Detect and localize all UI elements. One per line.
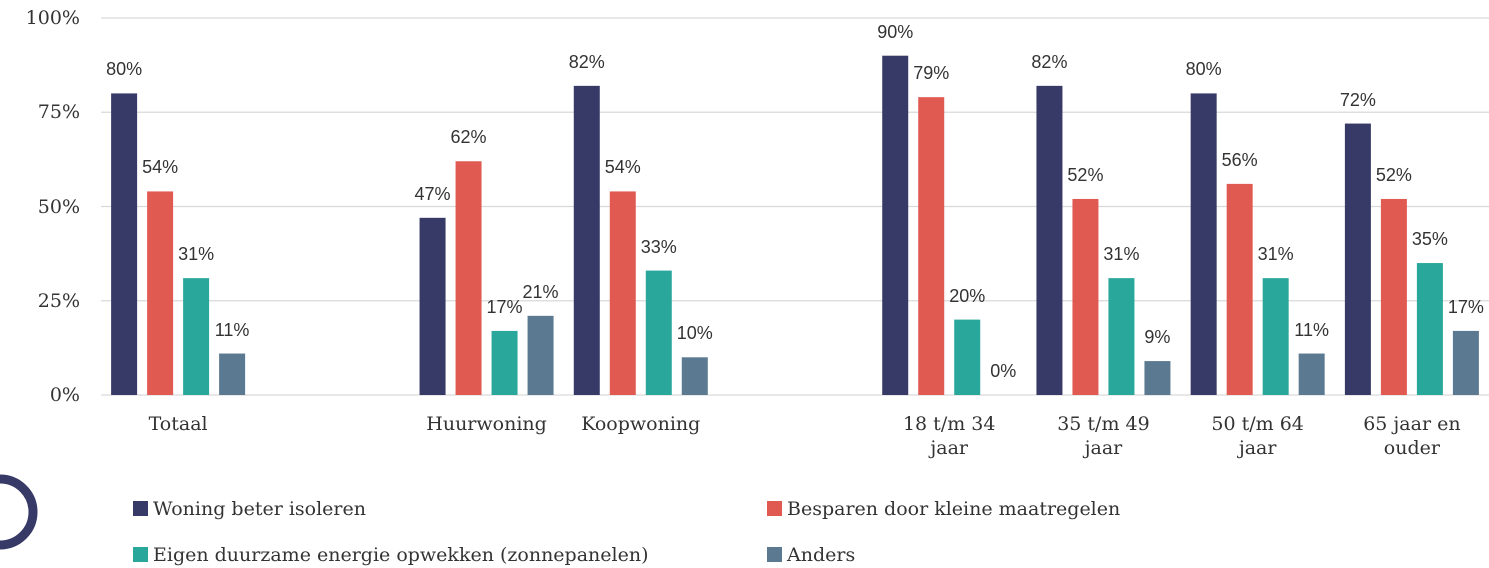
bar <box>1144 361 1171 395</box>
legend-text: Eigen duurzame energie opwekken (zonnepa… <box>153 544 649 566</box>
legend-swatch <box>767 501 782 516</box>
y-tick-label: 50% <box>37 195 80 218</box>
bar <box>645 270 672 395</box>
y-tick-label: 25% <box>37 289 80 312</box>
bar <box>491 330 518 395</box>
bar <box>1036 85 1063 396</box>
bar <box>1344 123 1371 395</box>
bar <box>1298 353 1325 395</box>
legend-swatch <box>133 501 148 516</box>
bar <box>111 93 138 396</box>
bar <box>1072 198 1099 395</box>
data-label: 52% <box>1375 164 1412 185</box>
data-label: 47% <box>414 183 451 204</box>
data-label: 11% <box>1294 319 1329 340</box>
x-tick-label: 35 t/m 49 jaar <box>1057 413 1150 459</box>
data-label: 72% <box>1339 89 1376 110</box>
data-label: 90% <box>877 21 914 42</box>
data-label: 35% <box>1411 229 1448 250</box>
x-tick-label: Huurwoning <box>426 413 547 435</box>
bar <box>954 319 981 395</box>
data-label: 52% <box>1067 164 1104 185</box>
bar <box>882 55 909 395</box>
bar <box>219 353 246 395</box>
bar <box>183 278 210 395</box>
bar <box>681 357 708 395</box>
legend-item: Eigen duurzame energie opwekken (zonnepa… <box>133 543 767 567</box>
data-label: 79% <box>913 63 950 84</box>
x-tick-label: 65 jaar en ouder <box>1363 413 1461 459</box>
data-label: 31% <box>1103 244 1140 265</box>
y-tick-label: 100% <box>25 7 80 29</box>
legend-item: Anders <box>767 543 1401 567</box>
bar <box>1416 263 1443 395</box>
bar <box>455 161 482 395</box>
data-label: 0% <box>990 361 1017 381</box>
data-label: 21% <box>522 281 559 302</box>
data-label: 9% <box>1144 327 1171 348</box>
data-label: 11% <box>214 319 250 340</box>
x-tick-label: Totaal <box>148 413 208 435</box>
data-label: 62% <box>450 127 487 148</box>
data-label: 31% <box>178 244 215 265</box>
data-label: 82% <box>568 51 605 72</box>
data-label: 54% <box>142 157 179 178</box>
data-label: 80% <box>106 59 143 80</box>
legend-swatch <box>767 547 782 562</box>
bar <box>609 191 636 395</box>
legend-text: Besparen door kleine maatregelen <box>787 498 1121 520</box>
data-label: 56% <box>1221 149 1258 170</box>
data-label: 10% <box>676 323 713 344</box>
bar <box>1380 198 1407 395</box>
bar <box>1226 183 1253 395</box>
x-tick-label: 18 t/m 34 jaar <box>902 413 996 459</box>
legend-item: Besparen door kleine maatregelen <box>767 497 1401 521</box>
bar <box>1262 278 1289 395</box>
data-label: 82% <box>1031 51 1068 72</box>
bar <box>918 97 945 396</box>
logo <box>0 474 38 550</box>
bar <box>1190 93 1217 396</box>
data-label: 33% <box>640 236 677 257</box>
legend-item: Woning beter isoleren <box>133 497 767 521</box>
bar <box>527 315 554 395</box>
data-label: 31% <box>1257 244 1294 265</box>
x-tick-label: 50 t/m 64 jaar <box>1211 413 1304 459</box>
data-label: 17% <box>1447 296 1484 317</box>
y-tick-label: 75% <box>37 101 80 124</box>
legend-text: Woning beter isoleren <box>153 498 366 520</box>
bar <box>1108 278 1135 395</box>
data-label: 20% <box>949 285 986 306</box>
bar <box>1452 330 1479 395</box>
legend-text: Anders <box>787 544 856 566</box>
data-label: 17% <box>486 296 523 317</box>
data-label: 54% <box>604 157 641 178</box>
bar <box>419 217 446 395</box>
bar <box>147 191 174 395</box>
x-tick-label: Koopwoning <box>581 413 701 435</box>
data-label: 80% <box>1185 59 1222 80</box>
legend-swatch <box>133 547 148 562</box>
legend: Woning beter isoleren Besparen door klein… <box>133 497 1401 567</box>
bar <box>573 85 600 396</box>
y-tick-label: 0% <box>49 384 80 406</box>
